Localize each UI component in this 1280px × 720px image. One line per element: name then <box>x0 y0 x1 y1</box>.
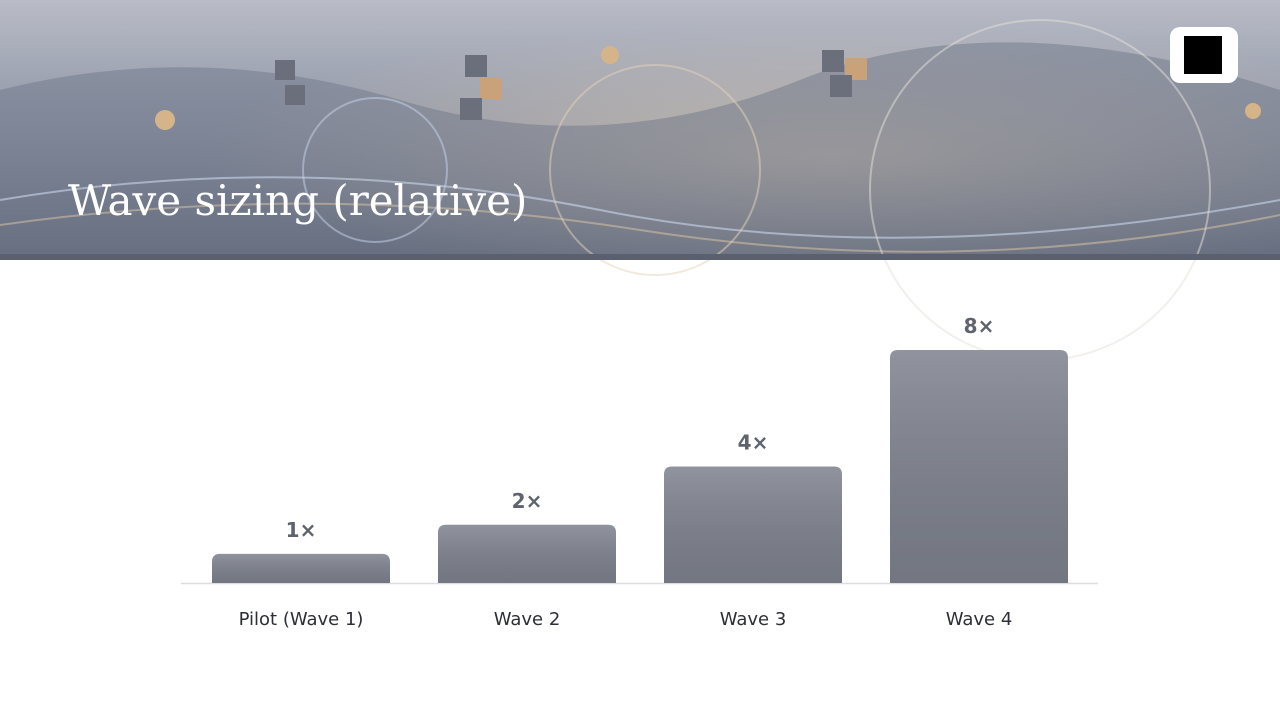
category-label: Wave 2 <box>494 609 561 630</box>
value-label: 2× <box>512 489 543 513</box>
value-label: 4× <box>738 431 769 455</box>
bar-shade <box>438 524 616 583</box>
bar-shade <box>890 350 1068 583</box>
category-label: Wave 3 <box>720 609 787 630</box>
value-label: 8× <box>964 314 995 338</box>
category-label: Wave 4 <box>946 609 1013 630</box>
logo <box>1170 27 1238 83</box>
bar-shade <box>212 553 390 583</box>
bar-shade <box>664 466 842 583</box>
header-banner <box>0 0 1280 361</box>
slide-title: Wave sizing (relative) <box>68 176 527 225</box>
value-label: 1× <box>286 518 317 542</box>
category-label: Pilot (Wave 1) <box>239 609 364 630</box>
